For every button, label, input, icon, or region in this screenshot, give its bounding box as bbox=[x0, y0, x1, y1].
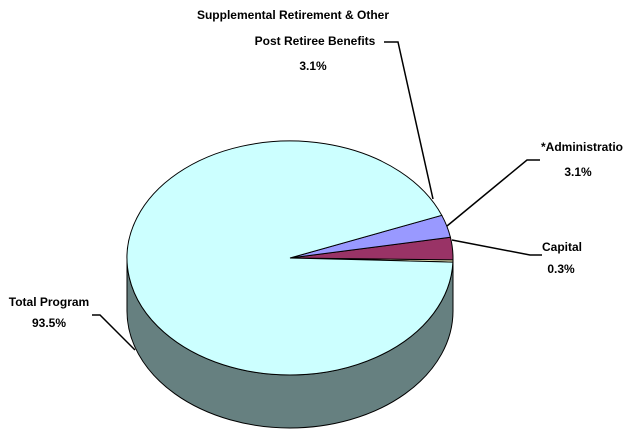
supplemental-value: 3.1% bbox=[299, 59, 327, 73]
pie-slice-total-program bbox=[126, 140, 454, 376]
supplemental-label-line2: Post Retiree Benefits bbox=[255, 34, 376, 48]
capital-leader-line bbox=[451, 239, 542, 256]
capital-value: 0.3% bbox=[547, 262, 575, 276]
administration-label: *Administration bbox=[541, 140, 623, 154]
total-program-leader-line bbox=[92, 314, 136, 351]
capital-label: Capital bbox=[542, 240, 582, 254]
supplemental-label-line1: Supplemental Retirement & Other bbox=[197, 8, 389, 22]
pie-slices bbox=[126, 140, 454, 376]
administration-value: 3.1% bbox=[564, 165, 592, 179]
supplemental-leader-line bbox=[384, 41, 434, 200]
total-program-label: Total Program bbox=[9, 295, 89, 309]
total-program-value: 93.5% bbox=[32, 316, 66, 330]
administration-leader-line bbox=[446, 159, 540, 227]
